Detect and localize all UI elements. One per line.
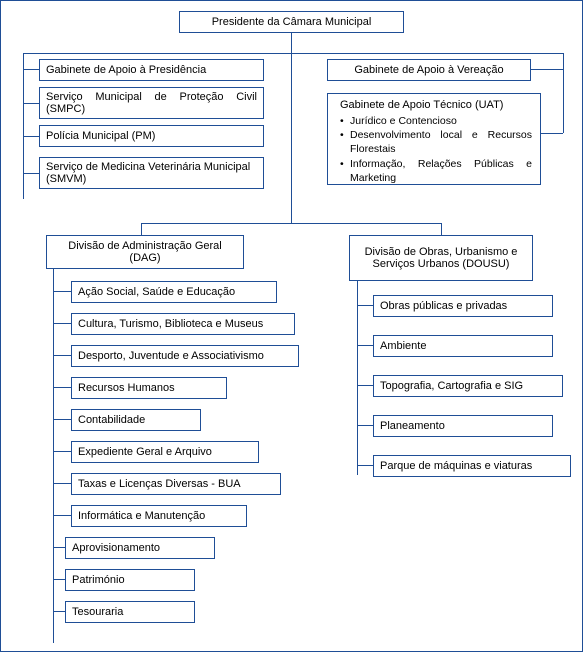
dag-item-4: Contabilidade: [71, 409, 201, 431]
connector: [357, 305, 373, 306]
uat-item-2: Informação, Relações Públicas e Marketin…: [340, 157, 532, 185]
connector: [357, 465, 373, 466]
connector: [53, 355, 71, 356]
dag-item-3: Recursos Humanos: [71, 377, 227, 399]
dag-title: Divisão de Administração Geral (DAG): [53, 240, 237, 264]
dag-label-2: Desporto, Juventude e Associativismo: [78, 350, 264, 362]
dag-label-0: Ação Social, Saúde e Educação: [78, 286, 235, 298]
connector: [357, 281, 358, 475]
dag-item-5: Expediente Geral e Arquivo: [71, 441, 259, 463]
uat-list: Jurídico e Contencioso Desenvolvimento l…: [336, 114, 532, 185]
connector: [563, 53, 564, 133]
gav-label: Gabinete de Apoio à Vereação: [354, 64, 503, 76]
connector: [23, 53, 24, 199]
dag-header: Divisão de Administração Geral (DAG): [46, 235, 244, 269]
left-top-label-1: Serviço Municipal de Proteção Civil (SMP…: [46, 91, 257, 115]
dousu-label-2: Topografia, Cartografia e SIG: [380, 380, 523, 392]
dag-label-10: Tesouraria: [72, 606, 123, 618]
left-top-label-0: Gabinete de Apoio à Presidência: [46, 64, 206, 76]
dag-item-9: Património: [65, 569, 195, 591]
uat-title: Gabinete de Apoio Técnico (UAT): [336, 99, 532, 111]
connector: [53, 323, 71, 324]
left-top-box-0: Gabinete de Apoio à Presidência: [39, 59, 264, 81]
dag-label-5: Expediente Geral e Arquivo: [78, 446, 212, 458]
connector: [141, 223, 441, 224]
dousu-label-0: Obras públicas e privadas: [380, 300, 507, 312]
dousu-label-3: Planeamento: [380, 420, 445, 432]
connector: [53, 269, 54, 643]
connector: [53, 387, 71, 388]
uat-item-1: Desenvolvimento local e Recursos Florest…: [340, 128, 532, 156]
connector: [23, 136, 39, 137]
connector: [141, 223, 142, 235]
dag-item-6: Taxas e Licenças Diversas - BUA: [71, 473, 281, 495]
connector: [357, 425, 373, 426]
dag-label-7: Informática e Manutenção: [78, 510, 205, 522]
connector: [23, 173, 39, 174]
uat-item-0: Jurídico e Contencioso: [340, 114, 532, 128]
left-top-label-3: Serviço de Medicina Veterinária Municipa…: [46, 161, 257, 185]
connector: [53, 515, 71, 516]
connector: [23, 53, 563, 54]
dag-item-0: Ação Social, Saúde e Educação: [71, 281, 277, 303]
dousu-item-0: Obras públicas e privadas: [373, 295, 553, 317]
connector: [291, 33, 292, 53]
connector: [23, 103, 39, 104]
root-box: Presidente da Câmara Municipal: [179, 11, 404, 33]
connector: [53, 419, 71, 420]
dousu-label-1: Ambiente: [380, 340, 426, 352]
connector: [291, 53, 292, 223]
connector: [53, 483, 71, 484]
connector: [53, 547, 65, 548]
dag-label-6: Taxas e Licenças Diversas - BUA: [78, 478, 241, 490]
dag-item-2: Desporto, Juventude e Associativismo: [71, 345, 299, 367]
connector: [441, 223, 442, 235]
dag-label-1: Cultura, Turismo, Biblioteca e Museus: [78, 318, 263, 330]
left-top-label-2: Polícia Municipal (PM): [46, 130, 155, 142]
connector: [53, 611, 65, 612]
dousu-header: Divisão de Obras, Urbanismo e Serviços U…: [349, 235, 533, 281]
left-top-box-2: Polícia Municipal (PM): [39, 125, 264, 147]
dousu-title: Divisão de Obras, Urbanismo e Serviços U…: [356, 246, 526, 270]
dag-item-1: Cultura, Turismo, Biblioteca e Museus: [71, 313, 295, 335]
connector: [53, 291, 71, 292]
dag-label-3: Recursos Humanos: [78, 382, 175, 394]
dag-label-9: Património: [72, 574, 125, 586]
dousu-item-3: Planeamento: [373, 415, 553, 437]
connector: [357, 385, 373, 386]
dousu-item-2: Topografia, Cartografia e SIG: [373, 375, 563, 397]
dag-item-7: Informática e Manutenção: [71, 505, 247, 527]
connector: [53, 579, 65, 580]
connector: [541, 133, 563, 134]
connector: [23, 69, 39, 70]
dag-label-8: Aprovisionamento: [72, 542, 160, 554]
dousu-label-4: Parque de máquinas e viaturas: [380, 460, 532, 472]
dag-item-10: Tesouraria: [65, 601, 195, 623]
left-top-box-3: Serviço de Medicina Veterinária Municipa…: [39, 157, 264, 189]
dag-label-4: Contabilidade: [78, 414, 145, 426]
connector: [53, 451, 71, 452]
connector: [357, 345, 373, 346]
uat-box: Gabinete de Apoio Técnico (UAT) Jurídico…: [327, 93, 541, 185]
dag-item-8: Aprovisionamento: [65, 537, 215, 559]
connector: [531, 69, 563, 70]
dousu-item-4: Parque de máquinas e viaturas: [373, 455, 571, 477]
gav-box: Gabinete de Apoio à Vereação: [327, 59, 531, 81]
root-title: Presidente da Câmara Municipal: [212, 16, 372, 28]
left-top-box-1: Serviço Municipal de Proteção Civil (SMP…: [39, 87, 264, 119]
dousu-item-1: Ambiente: [373, 335, 553, 357]
